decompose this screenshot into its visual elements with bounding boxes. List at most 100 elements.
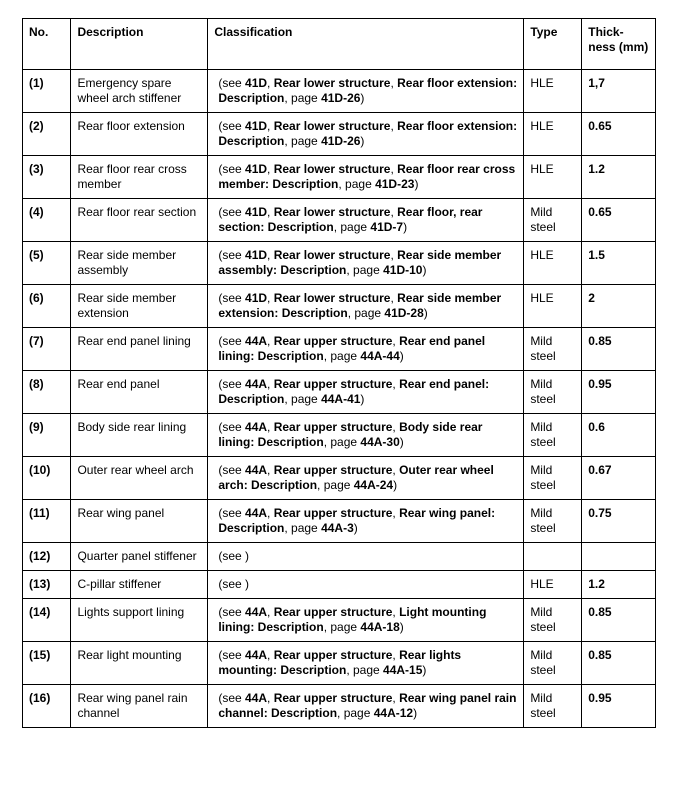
cell-description: Rear floor extension (71, 113, 208, 156)
col-header-desc: Description (71, 19, 208, 70)
cell-description: Rear floor rear cross member (71, 156, 208, 199)
cell-type: HLE (524, 113, 582, 156)
cell-classification: (see 44A, Rear upper structure, Rear win… (208, 500, 524, 543)
cell-classification: (see 44A, Rear upper structure, Outer re… (208, 457, 524, 500)
table-row: (4)Rear floor rear section (see 41D, Rea… (23, 199, 656, 242)
cell-type: Mild steel (524, 414, 582, 457)
cell-type: Mild steel (524, 457, 582, 500)
cell-type: Mild steel (524, 500, 582, 543)
table-body: (1)Emergency spare wheel arch stiffener … (23, 70, 656, 728)
cell-thickness: 0.75 (582, 500, 656, 543)
cell-type: HLE (524, 242, 582, 285)
cell-classification: (see 44A, Rear upper structure, Body sid… (208, 414, 524, 457)
cell-no: (12) (23, 543, 71, 571)
table-row: (8)Rear end panel (see 44A, Rear upper s… (23, 371, 656, 414)
cell-description: Rear end panel lining (71, 328, 208, 371)
cell-classification: (see 44A, Rear upper structure, Light mo… (208, 599, 524, 642)
table-row: (3)Rear floor rear cross member (see 41D… (23, 156, 656, 199)
table-row: (9)Body side rear lining (see 44A, Rear … (23, 414, 656, 457)
cell-type: Mild steel (524, 371, 582, 414)
cell-thickness: 0.85 (582, 642, 656, 685)
cell-type (524, 543, 582, 571)
table-row: (14)Lights support lining (see 44A, Rear… (23, 599, 656, 642)
cell-no: (8) (23, 371, 71, 414)
col-header-type: Type (524, 19, 582, 70)
table-header-row: No. Description Classification Type Thic… (23, 19, 656, 70)
cell-description: Rear side member extension (71, 285, 208, 328)
cell-thickness: 0.67 (582, 457, 656, 500)
table-row: (12)Quarter panel stiffener (see ) (23, 543, 656, 571)
cell-no: (13) (23, 571, 71, 599)
cell-description: Rear end panel (71, 371, 208, 414)
table-row: (1)Emergency spare wheel arch stiffener … (23, 70, 656, 113)
table-row: (7)Rear end panel lining (see 44A, Rear … (23, 328, 656, 371)
cell-no: (15) (23, 642, 71, 685)
cell-description: Rear wing panel rain channel (71, 685, 208, 728)
cell-description: Rear floor rear section (71, 199, 208, 242)
table-row: (6)Rear side member extension (see 41D, … (23, 285, 656, 328)
cell-thickness: 2 (582, 285, 656, 328)
table-row: (15)Rear light mounting (see 44A, Rear u… (23, 642, 656, 685)
cell-no: (2) (23, 113, 71, 156)
cell-classification: (see 41D, Rear lower structure, Rear sid… (208, 242, 524, 285)
cell-thickness: 0.6 (582, 414, 656, 457)
cell-type: Mild steel (524, 599, 582, 642)
cell-classification: (see 44A, Rear upper structure, Rear lig… (208, 642, 524, 685)
cell-description: Outer rear wheel arch (71, 457, 208, 500)
cell-type: Mild steel (524, 199, 582, 242)
col-header-thick: Thick- ness (mm) (582, 19, 656, 70)
cell-no: (1) (23, 70, 71, 113)
cell-no: (14) (23, 599, 71, 642)
table-row: (16)Rear wing panel rain channel (see 44… (23, 685, 656, 728)
cell-classification: (see ) (208, 543, 524, 571)
cell-description: Emergency spare wheel arch stiffener (71, 70, 208, 113)
cell-thickness: 0.65 (582, 199, 656, 242)
cell-type: HLE (524, 571, 582, 599)
cell-no: (4) (23, 199, 71, 242)
col-header-class: Classification (208, 19, 524, 70)
cell-classification: (see 41D, Rear lower structure, Rear flo… (208, 199, 524, 242)
cell-no: (7) (23, 328, 71, 371)
cell-no: (5) (23, 242, 71, 285)
cell-type: HLE (524, 156, 582, 199)
cell-description: Rear light mounting (71, 642, 208, 685)
cell-thickness (582, 543, 656, 571)
cell-no: (9) (23, 414, 71, 457)
cell-type: Mild steel (524, 685, 582, 728)
table-row: (5)Rear side member assembly (see 41D, R… (23, 242, 656, 285)
table-row: (10)Outer rear wheel arch (see 44A, Rear… (23, 457, 656, 500)
cell-no: (6) (23, 285, 71, 328)
table-row: (2)Rear floor extension (see 41D, Rear l… (23, 113, 656, 156)
cell-classification: (see 44A, Rear upper structure, Rear end… (208, 371, 524, 414)
cell-thickness: 1.5 (582, 242, 656, 285)
cell-description: Lights support lining (71, 599, 208, 642)
cell-no: (16) (23, 685, 71, 728)
cell-description: Rear side member assembly (71, 242, 208, 285)
cell-no: (10) (23, 457, 71, 500)
cell-description: Body side rear lining (71, 414, 208, 457)
cell-classification: (see 41D, Rear lower structure, Rear flo… (208, 70, 524, 113)
cell-classification: (see 41D, Rear lower structure, Rear flo… (208, 156, 524, 199)
cell-description: Rear wing panel (71, 500, 208, 543)
cell-classification: (see 44A, Rear upper structure, Rear end… (208, 328, 524, 371)
cell-thickness: 0.95 (582, 685, 656, 728)
cell-type: HLE (524, 70, 582, 113)
cell-description: Quarter panel stiffener (71, 543, 208, 571)
col-header-no: No. (23, 19, 71, 70)
cell-description: C-pillar stiffener (71, 571, 208, 599)
cell-thickness: 0.95 (582, 371, 656, 414)
cell-thickness: 0.65 (582, 113, 656, 156)
cell-classification: (see 44A, Rear upper structure, Rear win… (208, 685, 524, 728)
cell-classification: (see 41D, Rear lower structure, Rear sid… (208, 285, 524, 328)
table-row: (13)C-pillar stiffener (see )HLE1.2 (23, 571, 656, 599)
cell-thickness: 0.85 (582, 599, 656, 642)
cell-thickness: 1.2 (582, 571, 656, 599)
cell-type: HLE (524, 285, 582, 328)
cell-thickness: 1.2 (582, 156, 656, 199)
cell-type: Mild steel (524, 642, 582, 685)
table-row: (11)Rear wing panel (see 44A, Rear upper… (23, 500, 656, 543)
cell-thickness: 0.85 (582, 328, 656, 371)
cell-no: (11) (23, 500, 71, 543)
cell-classification: (see 41D, Rear lower structure, Rear flo… (208, 113, 524, 156)
cell-type: Mild steel (524, 328, 582, 371)
